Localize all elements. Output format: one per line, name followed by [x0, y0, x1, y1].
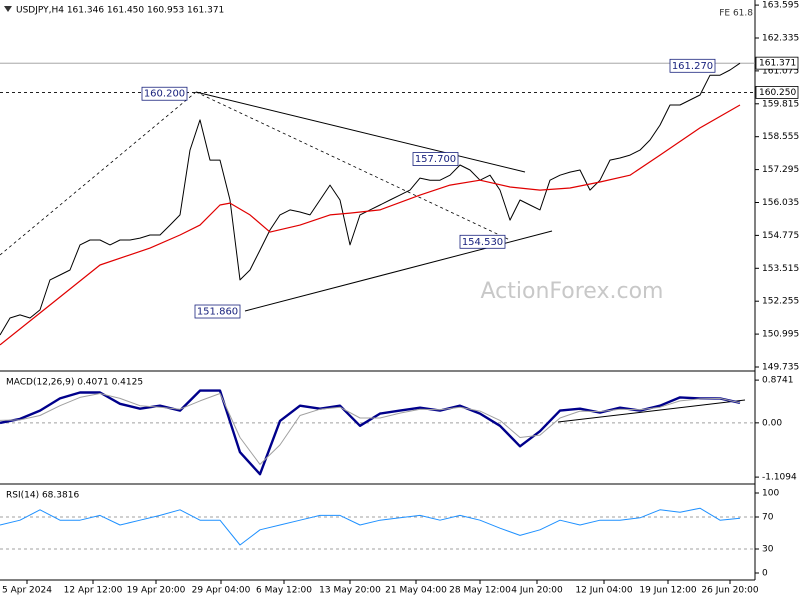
price-level-box: [755, 56, 799, 70]
x-tick-label: 28 May 12:00: [449, 586, 511, 596]
price-level-label: 161.371: [759, 59, 796, 69]
panel-title: USDJPY,H4 161.346 161.450 160.953 161.37…: [16, 6, 224, 16]
y-tick-label: 154.775: [762, 231, 799, 241]
price-label: 151.860: [197, 307, 238, 318]
price-label-box: [141, 86, 188, 101]
panel-title: MACD(12,26,9) 0.4071 0.4125: [6, 378, 143, 388]
y-tick-label: 0: [762, 569, 768, 579]
collapse-icon: [4, 6, 12, 12]
y-tick-label: 156.035: [762, 198, 799, 208]
x-tick-label: 21 May 04:00: [385, 586, 447, 596]
x-tick-label: 12 Jun 04:00: [575, 586, 632, 596]
y-tick-label: 153.515: [762, 264, 799, 274]
x-tick-label: 12 Apr 12:00: [64, 586, 123, 596]
price-label: 160.200: [144, 89, 185, 100]
price-label: 161.270: [672, 61, 713, 72]
x-tick-label: 19 Apr 20:00: [127, 586, 186, 596]
series-line: [0, 104, 741, 346]
y-tick-label: 159.815: [762, 99, 799, 109]
series-line: [0, 62, 741, 336]
series-line: [0, 507, 741, 546]
watermark: ActionForex.com: [481, 279, 664, 304]
dashed-trend-line: [195, 91, 511, 241]
y-tick-label: 152.255: [762, 297, 799, 307]
y-tick-label: -1.1094: [762, 473, 797, 483]
x-tick-label: 19 Jun 12:00: [639, 586, 696, 596]
trend-lines: [0, 91, 746, 423]
x-tick-label: 4 Jun 20:00: [511, 586, 563, 596]
price-level-box: [755, 86, 799, 99]
y-tick-label: 100: [762, 489, 779, 499]
y-tick-label: 0.8741: [762, 376, 794, 386]
series-line: [0, 389, 741, 476]
y-tick-label: 161.075: [762, 66, 799, 76]
price-label: 154.530: [462, 237, 503, 248]
x-tick-label: 6 May 12:00: [256, 586, 312, 596]
dashed-trend-line: [0, 91, 197, 256]
panel-frames: [0, 0, 756, 581]
x-tick-label: 13 May 20:00: [319, 586, 381, 596]
y-tick-label: 162.335: [762, 33, 799, 43]
price-label: 157.700: [415, 154, 456, 165]
y-tick-label: 158.555: [762, 132, 799, 142]
macd-trend-line: [557, 399, 746, 423]
price-level-label: 160.250: [759, 88, 796, 98]
x-tick-label: 26 Jun 20:00: [701, 586, 758, 596]
series-line: [0, 393, 741, 465]
y-tick-label: 150.995: [762, 330, 799, 340]
price-label-box: [669, 58, 716, 73]
panel-title: RSI(14) 68.3816: [6, 491, 79, 501]
y-tick-label: 30: [762, 545, 774, 555]
y-tick-label: 163.595: [762, 1, 799, 11]
fe-annotation: FE 61.8: [719, 9, 753, 19]
y-tick-label: 157.295: [762, 165, 799, 175]
trend-line: [195, 91, 526, 173]
price-label-box: [194, 304, 241, 319]
x-tick-label: 5 Apr 2024: [2, 586, 52, 596]
y-tick-label: 149.735: [762, 362, 799, 372]
y-tick-label: 0.00: [762, 418, 782, 428]
price-label-box: [412, 152, 459, 166]
x-tick-label: 29 Apr 04:00: [192, 586, 251, 596]
price-label-box: [459, 234, 506, 249]
y-tick-label: 70: [762, 513, 774, 523]
